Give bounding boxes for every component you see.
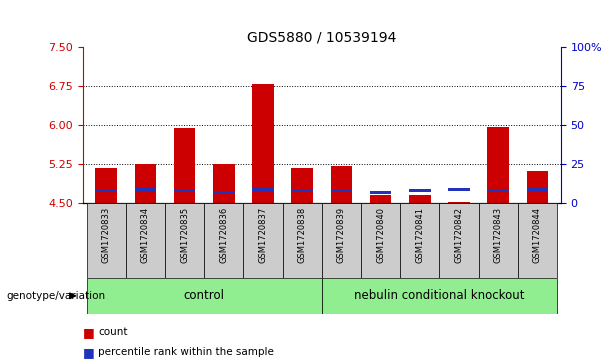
Bar — [448, 188, 470, 191]
Bar — [370, 191, 391, 195]
Bar — [330, 189, 352, 192]
Text: percentile rank within the sample: percentile rank within the sample — [98, 347, 274, 357]
Bar — [322, 278, 557, 314]
Bar — [135, 164, 156, 203]
Bar — [174, 128, 196, 203]
Bar — [126, 203, 165, 278]
Bar — [409, 195, 430, 203]
Bar — [204, 203, 243, 278]
Bar — [479, 203, 518, 278]
Bar — [322, 203, 361, 278]
Bar — [213, 164, 235, 203]
Bar — [400, 203, 440, 278]
Title: GDS5880 / 10539194: GDS5880 / 10539194 — [247, 30, 397, 45]
Text: GSM1720834: GSM1720834 — [141, 207, 150, 263]
Bar — [86, 278, 322, 314]
Text: GSM1720836: GSM1720836 — [219, 207, 229, 263]
Bar — [96, 168, 117, 203]
Bar — [213, 191, 235, 194]
Bar — [440, 203, 479, 278]
Text: count: count — [98, 327, 128, 337]
Bar — [283, 203, 322, 278]
Text: GSM1720833: GSM1720833 — [102, 207, 111, 263]
Bar — [96, 189, 117, 192]
Bar — [487, 127, 509, 203]
Bar — [527, 171, 548, 203]
Bar — [409, 189, 430, 192]
Text: genotype/variation: genotype/variation — [6, 291, 105, 301]
Bar — [448, 202, 470, 203]
Bar — [291, 168, 313, 203]
Bar — [135, 188, 156, 191]
Text: GSM1720838: GSM1720838 — [298, 207, 306, 263]
Text: ■: ■ — [83, 346, 94, 359]
Bar — [253, 188, 274, 191]
Text: GSM1720837: GSM1720837 — [259, 207, 267, 263]
Text: GSM1720842: GSM1720842 — [454, 207, 463, 263]
Text: GSM1720844: GSM1720844 — [533, 207, 542, 263]
Bar — [165, 203, 204, 278]
Bar — [370, 195, 391, 203]
Bar — [487, 189, 509, 192]
Bar — [527, 188, 548, 191]
Text: GSM1720839: GSM1720839 — [337, 207, 346, 263]
Text: control: control — [184, 289, 225, 302]
Bar — [86, 203, 126, 278]
Text: GSM1720840: GSM1720840 — [376, 207, 385, 263]
Text: GSM1720841: GSM1720841 — [415, 207, 424, 263]
Bar — [291, 189, 313, 192]
Bar — [361, 203, 400, 278]
Bar — [518, 203, 557, 278]
Text: GSM1720835: GSM1720835 — [180, 207, 189, 263]
Text: GSM1720843: GSM1720843 — [493, 207, 503, 263]
Bar — [253, 83, 274, 203]
Bar — [330, 166, 352, 203]
Text: nebulin conditional knockout: nebulin conditional knockout — [354, 289, 525, 302]
Text: ■: ■ — [83, 326, 94, 339]
Bar — [243, 203, 283, 278]
Bar — [174, 189, 196, 192]
